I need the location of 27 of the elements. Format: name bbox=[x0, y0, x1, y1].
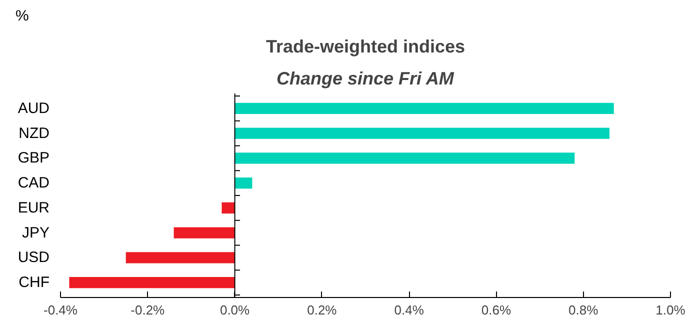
bar bbox=[126, 252, 235, 264]
x-tick-label: 0.6% bbox=[481, 302, 512, 318]
x-tick-label: 0.2% bbox=[307, 302, 338, 318]
chart-subtitle: Change since Fri AM bbox=[276, 68, 455, 88]
y-tick-label: USD bbox=[18, 249, 50, 266]
y-tick-label: EUR bbox=[18, 199, 50, 216]
bar bbox=[234, 152, 575, 164]
y-tick-label: CAD bbox=[18, 174, 50, 192]
x-tick-label: 0.8% bbox=[568, 302, 599, 318]
x-tick-label: 0.0% bbox=[220, 302, 250, 318]
y-tick-label: CHF bbox=[18, 274, 50, 292]
x-tick-label: 1.0% bbox=[656, 302, 686, 318]
y-tick-label: GBP bbox=[18, 150, 50, 167]
bar bbox=[234, 177, 252, 189]
x-tick-label: -0.4% bbox=[44, 302, 78, 318]
bar bbox=[174, 227, 235, 238]
bar bbox=[234, 102, 614, 114]
x-tick-label: 0.4% bbox=[394, 302, 424, 318]
y-axis-title: % bbox=[16, 8, 29, 24]
y-tick-label: NZD bbox=[18, 124, 50, 142]
chart-title: Trade-weighted indices bbox=[266, 36, 466, 56]
bar bbox=[222, 202, 235, 214]
bar bbox=[234, 128, 610, 139]
y-tick-label: AUD bbox=[18, 100, 50, 117]
x-tick-label: -0.2% bbox=[130, 302, 166, 318]
y-tick-label: JPY bbox=[22, 224, 50, 242]
bar bbox=[69, 276, 235, 288]
